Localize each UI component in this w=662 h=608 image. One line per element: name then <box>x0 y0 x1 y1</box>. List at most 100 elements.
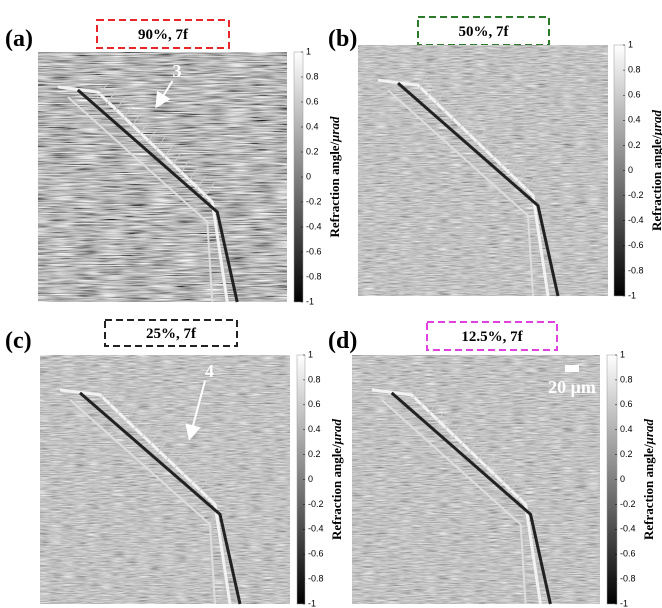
colorbar-title: Refraction angle/μrad <box>329 419 344 540</box>
hair <box>181 462 193 477</box>
colorbar-tick-label: 0.8 <box>306 71 319 81</box>
colorbar-tick-label: -0.4 <box>308 524 324 534</box>
image-noise <box>40 355 290 604</box>
hair <box>195 175 207 190</box>
leg-edge <box>387 89 534 297</box>
hair <box>203 182 215 198</box>
colorbar-tick-label: -0.2 <box>628 190 644 200</box>
leg-edge <box>390 391 552 605</box>
colorbar-unit: μrad <box>327 116 342 143</box>
hair <box>466 122 478 137</box>
colorbar-tick-label: -1 <box>308 598 316 608</box>
hair <box>417 75 429 91</box>
hair <box>105 90 117 106</box>
leg-edge <box>76 88 239 303</box>
scale-bar-label: 20 μm <box>548 377 596 397</box>
hair <box>419 393 430 408</box>
hair <box>165 447 177 462</box>
leg-edge <box>381 399 527 605</box>
annotation: 3 <box>172 61 181 81</box>
panel: (c) 25%, 7f 1 0.8 0.6 0.4 0.2 0 -0.2 -0.4 -0.6 -0.8… <box>5 319 344 608</box>
hair <box>468 439 479 454</box>
hair <box>130 113 141 129</box>
colorbar-unit: μrad <box>641 419 656 446</box>
colorbar-tick-label: -0.8 <box>308 573 324 583</box>
colorbar-title: Refraction angle/μrad <box>327 116 342 237</box>
hair <box>427 400 439 416</box>
hair <box>173 454 185 470</box>
colorbar-tick-label: 0.2 <box>620 449 633 459</box>
colorbar-tick-label: 0.2 <box>306 146 319 156</box>
colorbar-tick-label: -0.6 <box>620 549 636 559</box>
hair <box>107 393 119 408</box>
hair <box>157 439 168 454</box>
leg-edge <box>79 391 242 605</box>
leg-edge <box>397 82 560 297</box>
colorbar-tick-label: -0.4 <box>628 215 644 225</box>
colorbar-tick-label: 0.4 <box>308 424 321 434</box>
hair <box>517 485 528 500</box>
hair <box>476 447 488 462</box>
hair <box>116 400 127 416</box>
colorbar-tick-label: 0.2 <box>308 449 321 459</box>
caption-box <box>96 19 230 49</box>
hair <box>198 477 209 493</box>
hair <box>450 106 462 122</box>
colorbar-tick-label: 1 <box>620 349 625 359</box>
colorbar-tick-label: -0.2 <box>308 499 324 509</box>
colorbar-tick-label: -0.8 <box>306 271 322 281</box>
hair <box>206 485 218 500</box>
colorbar-tick-label: -1 <box>628 290 636 300</box>
colorbar-tick-label: 0.8 <box>308 374 321 384</box>
colorbar-tick-label: 0.6 <box>306 96 319 106</box>
colorbar-tick-label: 0.4 <box>628 115 641 125</box>
hair <box>113 98 125 113</box>
hair <box>132 416 144 431</box>
colorbar-tick-label: -0.6 <box>306 246 322 256</box>
leg-edge <box>377 78 550 297</box>
colorbar-tick-label: 0.8 <box>620 374 633 384</box>
colorbar-tick-label: 0.8 <box>628 64 641 74</box>
colorbar-tick-label: 0.6 <box>620 399 633 409</box>
hair <box>154 136 166 152</box>
caption-box <box>104 319 238 347</box>
colorbar-tick-label: -0.8 <box>620 573 636 583</box>
colorbar-tick-label: 1 <box>306 46 311 56</box>
colorbar-tick-label: -1 <box>306 296 314 306</box>
hair <box>187 167 199 183</box>
hair <box>99 385 111 401</box>
caption: 25%, 7f <box>146 326 197 342</box>
hair <box>475 130 486 145</box>
hair <box>524 176 536 192</box>
leg-edge <box>69 399 216 605</box>
colorbar-tick-label: -0.2 <box>620 499 636 509</box>
hair <box>451 424 463 439</box>
colorbar-tick-label: 1 <box>308 349 313 359</box>
annotation: 4 <box>205 361 214 381</box>
colorbar-tick-label: 0.2 <box>628 140 641 150</box>
hair <box>146 128 158 144</box>
specimen <box>371 385 552 605</box>
colorbar-tick-label: 0.6 <box>308 399 321 409</box>
hair <box>499 153 511 168</box>
hair <box>140 424 152 439</box>
colorbar-tick-label: 0 <box>308 474 313 484</box>
colorbar-tick-label: 1 <box>628 39 633 49</box>
annotation-arrow <box>185 380 206 441</box>
hair <box>508 477 520 493</box>
hair <box>425 83 437 99</box>
colorbar-tick-label: -1 <box>620 598 628 608</box>
colorbar-tick-label: 0.4 <box>620 424 633 434</box>
colorbar-unit: μrad <box>329 419 344 446</box>
panel-label: (d) <box>328 328 357 354</box>
panel: (a) 90%, 7f 1 0.8 0.6 0.4 0.2 0 -0.2 -0.4 -0.6 -0.8… <box>5 19 342 306</box>
colorbar-tick-label: 0 <box>306 171 311 181</box>
colorbar-tick-label: -0.6 <box>308 549 324 559</box>
hair <box>484 454 496 470</box>
leg-edge <box>57 85 229 303</box>
image-noise <box>358 45 608 296</box>
hair <box>411 385 422 401</box>
specimen <box>57 82 239 303</box>
hair <box>483 137 495 153</box>
